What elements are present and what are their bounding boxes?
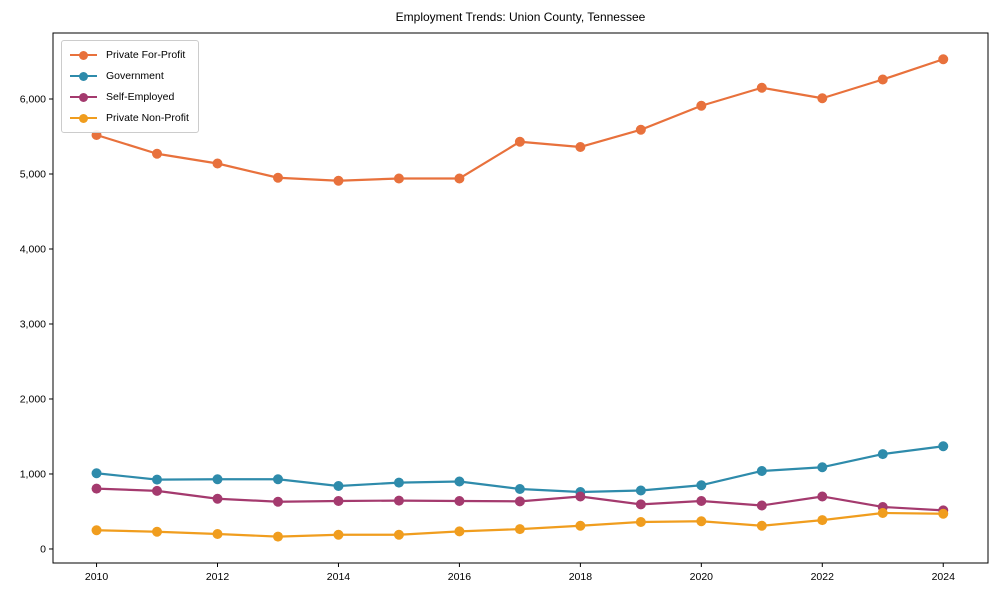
data-point-private-non-profit-2010 (91, 525, 102, 536)
data-point-self-employed-2011 (152, 485, 163, 496)
data-point-private-for-profit-2016 (454, 173, 465, 184)
data-point-private-for-profit-2020 (696, 100, 707, 111)
data-point-private-for-profit-2017 (514, 136, 525, 147)
data-point-private-non-profit-2014 (333, 529, 344, 540)
data-point-private-non-profit-2012 (212, 528, 223, 539)
data-point-government-2023 (877, 449, 888, 460)
series-line-private-for-profit (96, 58, 944, 182)
data-point-government-2010 (91, 468, 102, 479)
data-point-self-employed-2021 (756, 500, 767, 511)
y-axis-tick-label: 1,000 (20, 468, 46, 480)
data-point-private-non-profit-2011 (152, 526, 163, 537)
x-axis-tick-label: 2018 (569, 571, 593, 583)
data-point-private-non-profit-2019 (635, 516, 646, 527)
x-axis-tick-label: 2020 (690, 571, 714, 583)
data-point-private-for-profit-2015 (393, 173, 404, 184)
data-point-government-2016 (454, 476, 465, 487)
data-point-private-non-profit-2016 (454, 526, 465, 537)
data-point-government-2015 (393, 477, 404, 488)
data-point-government-2021 (756, 465, 767, 476)
data-point-self-employed-2013 (272, 496, 283, 507)
data-point-private-for-profit-2022 (817, 93, 828, 104)
x-axis-tick-label: 2022 (811, 571, 835, 583)
legend-line-dot-marker (70, 112, 97, 124)
x-axis-tick-label: 2016 (448, 571, 472, 583)
data-point-private-for-profit-2018 (575, 141, 586, 152)
y-axis-tick-label: 6,000 (20, 93, 46, 105)
data-point-private-non-profit-2021 (756, 520, 767, 531)
data-point-self-employed-2010 (91, 483, 102, 494)
legend-line-dot-marker (70, 49, 97, 61)
data-point-government-2017 (514, 483, 525, 494)
legend-line-dot-marker (70, 91, 97, 103)
data-point-government-2013 (272, 474, 283, 485)
chart-title: Employment Trends: Union County, Tenness… (395, 10, 646, 24)
data-point-self-employed-2012 (212, 493, 223, 504)
data-point-private-non-profit-2022 (817, 515, 828, 526)
data-point-self-employed-2016 (454, 495, 465, 506)
data-point-private-non-profit-2018 (575, 520, 586, 531)
legend-label: Self-Employed (106, 91, 175, 103)
data-point-private-for-profit-2024 (938, 54, 949, 65)
plot-frame (52, 32, 989, 564)
data-point-self-employed-2020 (696, 495, 707, 506)
y-axis-tick-label: 0 (40, 543, 46, 555)
legend-label: Private Non-Profit (106, 112, 189, 124)
x-axis-tick-label: 2010 (85, 571, 109, 583)
data-point-private-non-profit-2020 (696, 516, 707, 527)
data-point-self-employed-2019 (635, 499, 646, 510)
data-point-private-non-profit-2015 (393, 529, 404, 540)
y-axis-tick-label: 5,000 (20, 168, 46, 180)
chart-legend: Private For-Profit Government Self-Employe… (61, 40, 199, 133)
data-point-government-2019 (635, 485, 646, 496)
legend-item-private-non-profit: Private Non-Profit (70, 110, 189, 126)
x-axis-tick-label: 2014 (327, 571, 351, 583)
legend-item-self-employed: Self-Employed (70, 89, 189, 105)
data-point-private-for-profit-2014 (333, 175, 344, 186)
data-point-private-for-profit-2011 (152, 148, 163, 159)
data-point-private-for-profit-2013 (272, 172, 283, 183)
data-point-government-2014 (333, 480, 344, 491)
data-point-government-2012 (212, 474, 223, 485)
data-point-self-employed-2014 (333, 495, 344, 506)
x-axis-tick-label: 2012 (206, 571, 230, 583)
data-point-private-non-profit-2024 (938, 508, 949, 519)
data-point-government-2020 (696, 480, 707, 491)
legend-line-dot-marker (70, 70, 97, 82)
data-point-private-non-profit-2017 (514, 524, 525, 535)
legend-label: Private For-Profit (106, 49, 186, 61)
data-point-self-employed-2017 (514, 496, 525, 507)
legend-item-government: Government (70, 68, 189, 84)
data-point-private-non-profit-2013 (272, 531, 283, 542)
data-point-private-for-profit-2021 (756, 82, 767, 93)
data-point-private-for-profit-2023 (877, 74, 888, 85)
x-axis-tick-label: 2024 (932, 571, 956, 583)
data-point-self-employed-2015 (393, 495, 404, 506)
y-axis-tick-label: 3,000 (20, 318, 46, 330)
data-point-self-employed-2018 (575, 491, 586, 502)
data-point-private-for-profit-2012 (212, 158, 223, 169)
data-point-government-2011 (152, 474, 163, 485)
legend-item-private-for-profit: Private For-Profit (70, 47, 189, 63)
data-point-private-for-profit-2019 (635, 124, 646, 135)
data-point-private-non-profit-2023 (877, 507, 888, 518)
y-axis-tick-label: 2,000 (20, 393, 46, 405)
data-point-self-employed-2022 (817, 491, 828, 502)
data-point-government-2022 (817, 462, 828, 473)
data-point-government-2024 (938, 441, 949, 452)
y-axis-tick-label: 4,000 (20, 243, 46, 255)
legend-label: Government (106, 70, 164, 82)
